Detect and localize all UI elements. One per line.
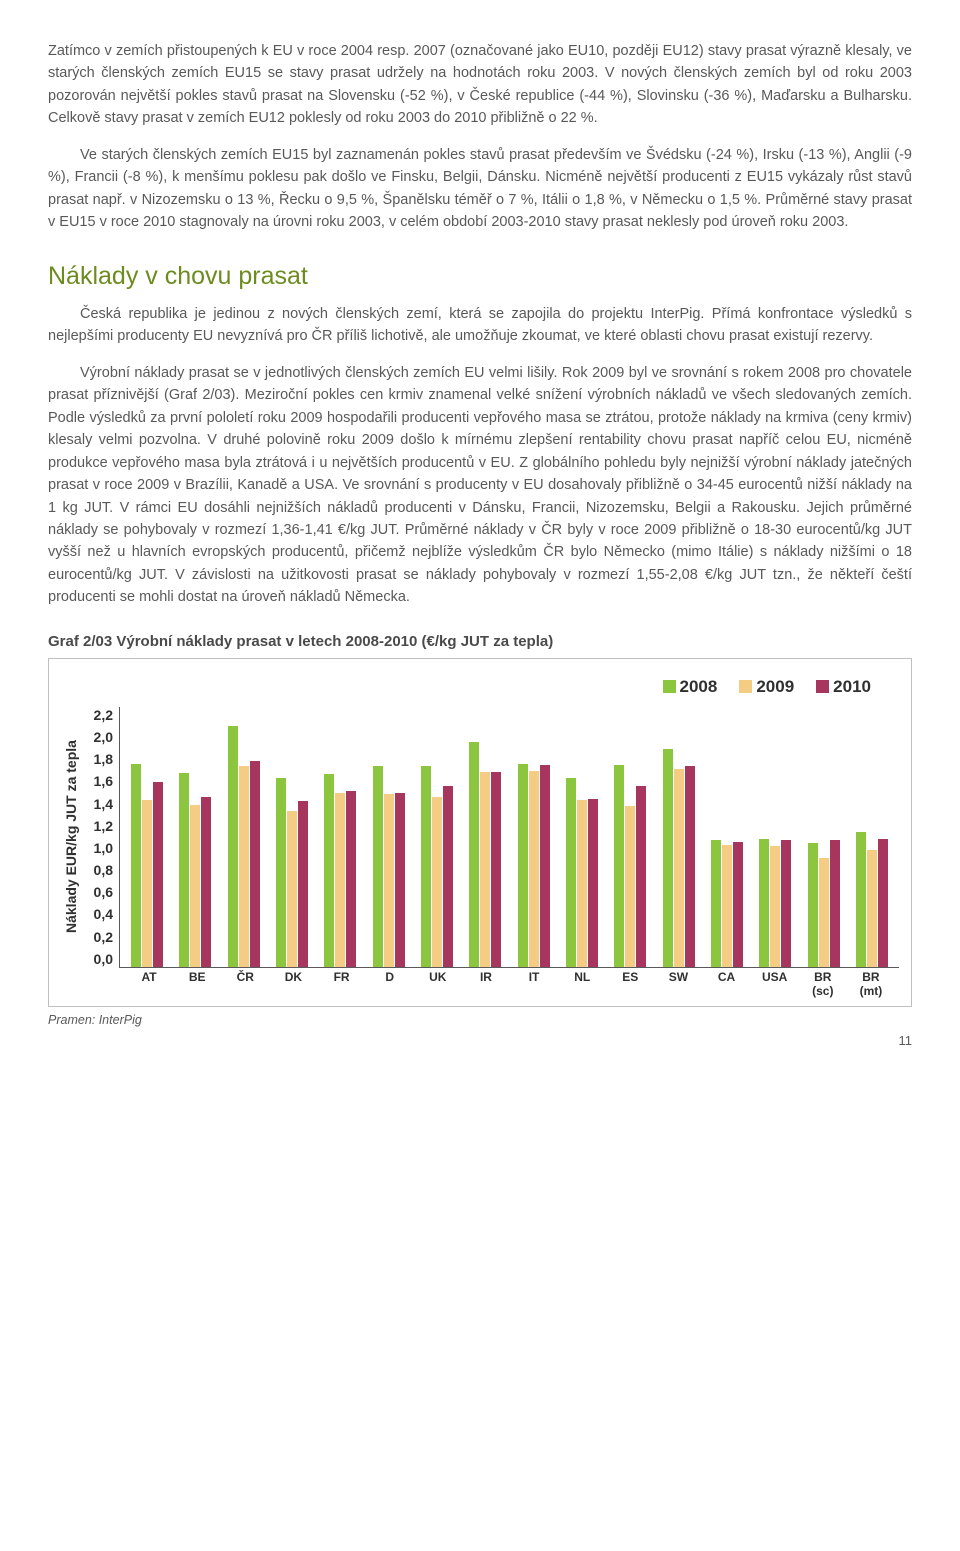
page-number: 11 [48, 1033, 912, 1048]
x-axis-ticks: ATBEČRDKFRDUKIRITNLESSWCAUSABR(sc)BR(mt) [121, 967, 899, 999]
paragraph-4: Výrobní náklady prasat se v jednotlivých… [48, 362, 912, 609]
chart-legend: 200820092010 [61, 675, 899, 707]
chart-container: 200820092010 Náklady EUR/kg JUT za tepla… [48, 658, 912, 1008]
y-axis-label: Náklady EUR/kg JUT za tepla [61, 707, 81, 967]
paragraph-2: Ve starých členských zemích EU15 byl zaz… [48, 144, 912, 234]
y-axis-ticks: 0,00,20,40,60,81,01,21,41,61,82,02,2 [81, 707, 119, 967]
chart-source: Pramen: InterPig [48, 1013, 912, 1027]
section-heading: Náklady v chovu prasat [48, 262, 912, 291]
paragraph-1: Zatímco v zemích přistoupených k EU v ro… [48, 40, 912, 130]
paragraph-3: Česká republika je jedinou z nových člen… [48, 303, 912, 348]
chart-title: Graf 2/03 Výrobní náklady prasat v letec… [48, 633, 912, 650]
chart-plot [119, 707, 899, 968]
